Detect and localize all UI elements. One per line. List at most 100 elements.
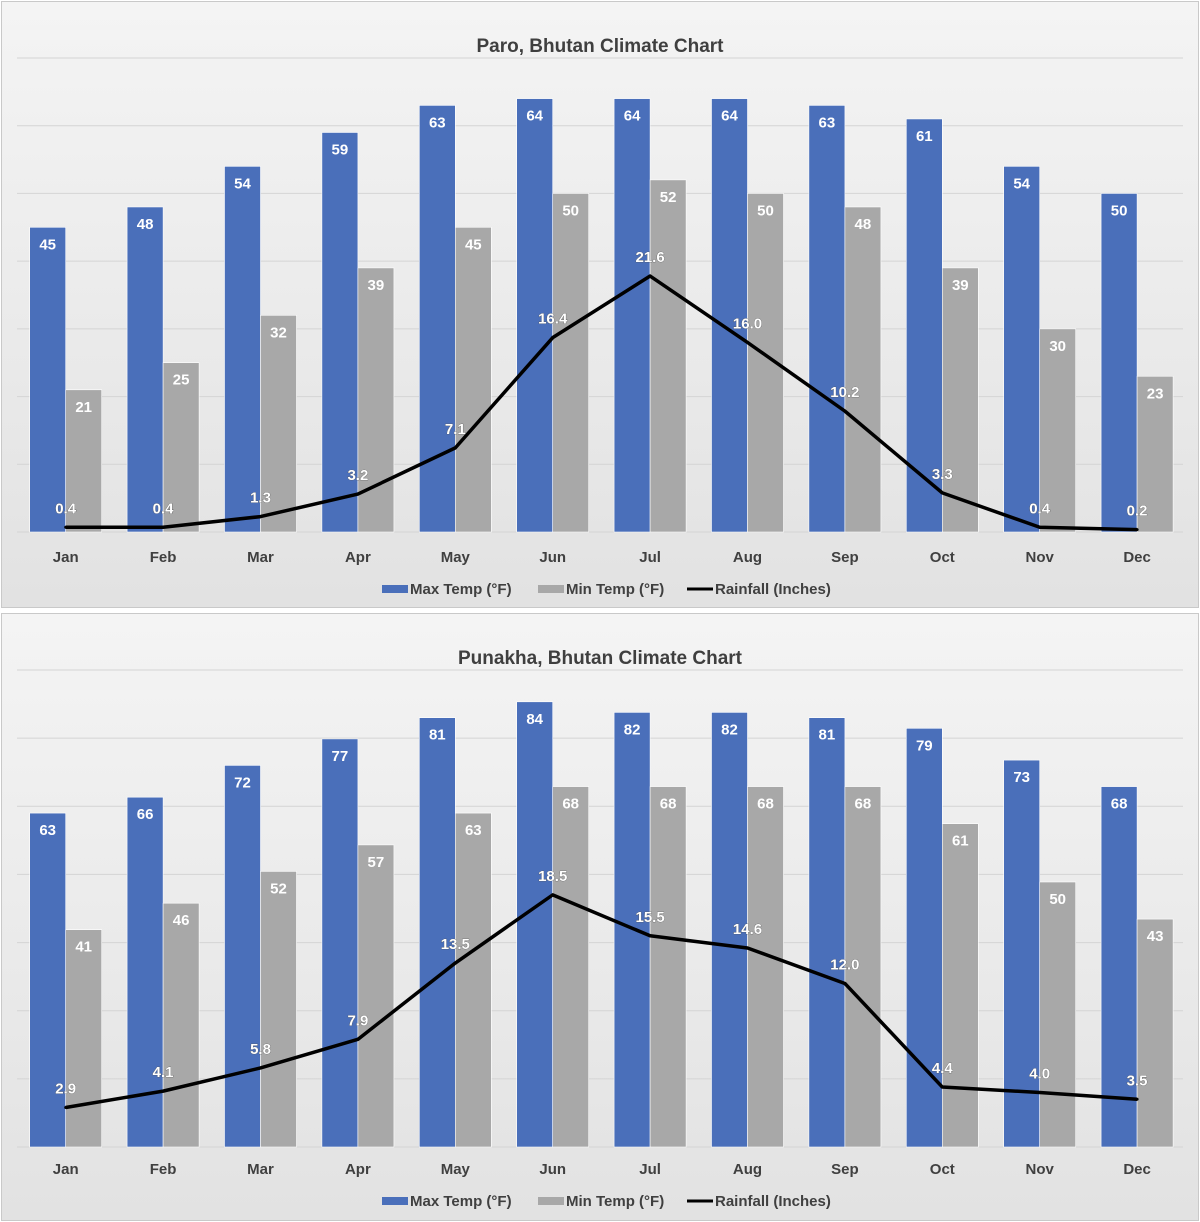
rainfall-point xyxy=(551,893,555,897)
min-temp-bar xyxy=(65,389,103,533)
rainfall-label: 2.9 xyxy=(55,1080,76,1097)
max-temp-bar xyxy=(126,796,164,1148)
legend-label: Min Temp (°F) xyxy=(566,581,664,598)
min-temp-bar xyxy=(941,267,979,533)
max-temp-label: 63 xyxy=(39,822,56,839)
min-temp-bar xyxy=(65,929,103,1148)
x-tick-label: Jul xyxy=(639,549,661,566)
rainfall-point xyxy=(648,274,652,278)
min-temp-label: 39 xyxy=(368,277,385,294)
x-tick-label: Oct xyxy=(930,1161,955,1178)
chart-paro: Paro, Bhutan Climate Chart 45 21 Jan 48 25 Feb… xyxy=(17,36,1183,598)
min-temp-label: 23 xyxy=(1147,385,1164,402)
rainfall-line xyxy=(65,274,1138,532)
max-temp-label: 81 xyxy=(429,727,446,744)
rainfall-point xyxy=(843,981,847,985)
max-temp-bar xyxy=(516,98,554,533)
rainfall-label: 4.0 xyxy=(1029,1065,1050,1082)
chart-punakha: Punakha, Bhutan Climate Chart 63 41 Jan 66 46… xyxy=(17,648,1183,1210)
min-temp-bar xyxy=(357,267,395,533)
min-temp-bar xyxy=(552,786,590,1148)
x-tick-label: Feb xyxy=(150,1161,177,1178)
x-tick-label: Dec xyxy=(1123,1161,1151,1178)
rainfall-label: 3.5 xyxy=(1127,1072,1148,1089)
max-temp-bar xyxy=(1100,193,1138,533)
x-tick-label: Oct xyxy=(930,549,955,566)
legend-label: Max Temp (°F) xyxy=(410,581,512,598)
rainfall-point xyxy=(259,1066,262,1070)
rainfall-label: 12.0 xyxy=(830,956,859,973)
max-temp-label: 63 xyxy=(819,114,836,131)
min-temp-label: 39 xyxy=(952,277,969,294)
min-temp-bar xyxy=(844,786,882,1148)
rainfall-label: 3.3 xyxy=(932,466,953,483)
x-tick-label: Dec xyxy=(1123,549,1151,566)
x-tick-label: Mar xyxy=(247,1161,274,1178)
min-temp-bar xyxy=(454,226,492,533)
max-temp-bar xyxy=(808,105,846,533)
max-temp-bar xyxy=(711,712,748,1148)
x-tick-label: Apr xyxy=(345,549,371,566)
rainfall-point xyxy=(161,1089,165,1093)
min-temp-bar xyxy=(747,786,784,1148)
min-temp-label: 68 xyxy=(855,796,872,813)
rainfall-point xyxy=(1135,1097,1139,1101)
min-temp-bar xyxy=(1039,881,1076,1148)
max-temp-label: 68 xyxy=(1111,796,1128,813)
max-temp-label: 77 xyxy=(332,748,349,765)
min-temp-bar xyxy=(454,812,492,1148)
max-temp-bar xyxy=(613,98,651,533)
x-tick-label: Jun xyxy=(539,1161,566,1178)
x-tick-label: Sep xyxy=(831,1161,859,1178)
chart-title: Punakha, Bhutan Climate Chart xyxy=(458,648,743,669)
min-temp-bar xyxy=(260,315,297,533)
rainfall-label: 5.8 xyxy=(250,1041,271,1058)
x-tick-label: Aug xyxy=(733,549,762,566)
max-temp-bar xyxy=(1100,786,1138,1148)
x-tick-label: Nov xyxy=(1026,1161,1055,1178)
max-temp-label: 66 xyxy=(137,806,154,823)
legend-label: Max Temp (°F) xyxy=(410,1193,512,1210)
rainfall-point xyxy=(746,946,749,950)
min-temp-bar xyxy=(552,193,590,533)
rainfall-point xyxy=(843,409,847,413)
rainfall-point xyxy=(356,492,360,496)
min-temp-label: 25 xyxy=(173,372,190,389)
rainfall-label: 14.6 xyxy=(733,921,762,938)
min-temp-label: 57 xyxy=(368,854,385,871)
min-temp-label: 52 xyxy=(660,189,677,206)
rainfall-label: 7.1 xyxy=(445,421,466,438)
rainfall-label: 0.4 xyxy=(1029,500,1051,517)
min-temp-label: 32 xyxy=(270,324,287,341)
rainfall-point xyxy=(64,1105,68,1109)
min-temp-label: 30 xyxy=(1049,338,1066,355)
max-temp-bar xyxy=(905,728,943,1148)
min-temp-bar xyxy=(260,871,297,1148)
max-temp-bar xyxy=(1003,166,1041,533)
max-temp-label: 50 xyxy=(1111,202,1128,219)
max-temp-bar xyxy=(126,206,164,533)
x-tick-label: Feb xyxy=(150,549,177,566)
min-temp-bar xyxy=(649,179,687,533)
rainfall-label: 4.1 xyxy=(153,1064,174,1081)
rainfall-label: 0.2 xyxy=(1127,503,1148,520)
rainfall-point xyxy=(648,934,652,938)
max-temp-bar xyxy=(905,118,943,533)
min-temp-bar xyxy=(162,362,200,533)
min-temp-label: 68 xyxy=(562,796,579,813)
rainfall-point xyxy=(1038,525,1042,529)
x-tick-label: Jun xyxy=(539,549,566,566)
max-temp-bar xyxy=(1003,759,1041,1148)
rainfall-point xyxy=(356,1037,360,1041)
max-temp-label: 64 xyxy=(721,108,738,125)
max-temp-label: 54 xyxy=(234,175,251,192)
x-tick-label: Jan xyxy=(53,549,79,566)
legend: Max Temp (°F) Min Temp (°F) Rainfall (Inch… xyxy=(382,581,831,598)
max-temp-bar xyxy=(321,738,359,1148)
max-temp-bar xyxy=(418,105,456,533)
chart-title: Paro, Bhutan Climate Chart xyxy=(476,36,724,57)
legend-label: Rainfall (Inches) xyxy=(715,581,831,598)
rainfall-point xyxy=(551,336,555,340)
max-temp-label: 45 xyxy=(39,236,56,253)
rainfall-point xyxy=(259,515,262,519)
